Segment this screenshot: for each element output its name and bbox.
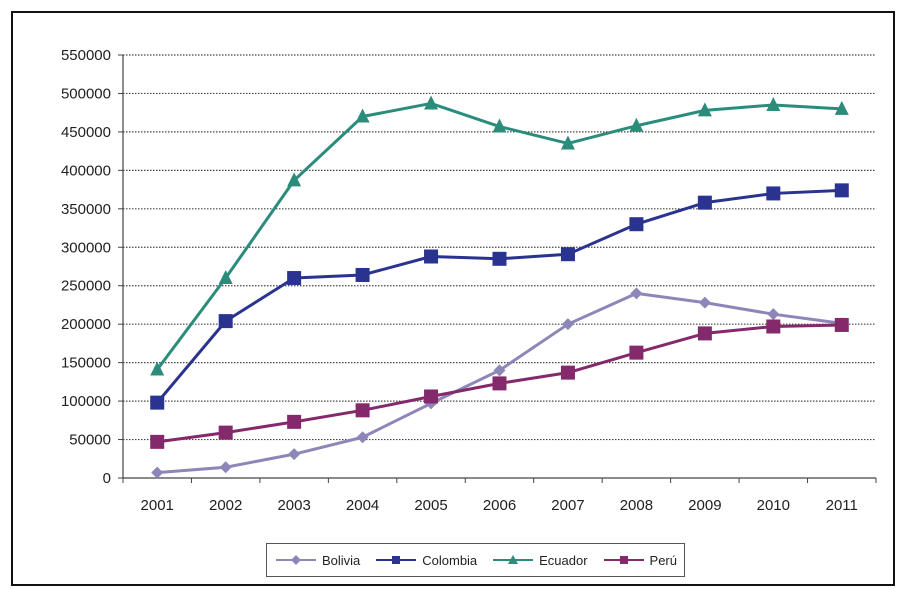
y-tick-label: 0 [103,470,111,487]
data-point-ecuador [560,135,575,150]
data-point-colombia [766,186,781,201]
data-point-per [287,414,302,429]
data-point-colombia [560,247,575,262]
y-tick-label: 200000 [61,316,111,333]
x-tick-label: 2002 [209,497,242,514]
data-point-bolivia [561,318,574,331]
legend-swatch-per [603,556,644,564]
data-point-per [834,317,849,332]
x-tick-label: 2003 [277,497,310,514]
data-point-per [424,389,439,404]
data-point-colombia [492,251,507,266]
data-point-per [355,403,370,418]
data-point-bolivia [356,431,369,444]
data-point-ecuador [834,100,849,115]
data-point-per [697,326,712,341]
y-tick-label: 450000 [61,124,111,141]
data-point-ecuador [287,172,302,187]
x-tick-label: 2007 [551,497,584,514]
legend-label-ecuador: Ecuador [539,552,588,568]
data-point-ecuador [492,118,507,133]
data-point-per [492,376,507,391]
data-point-bolivia [151,466,164,479]
data-point-per [629,345,644,360]
data-point-ecuador [424,95,439,110]
y-tick-label: 500000 [61,85,111,102]
data-point-ecuador [218,270,233,285]
data-point-colombia [218,314,233,329]
data-point-ecuador [150,361,165,376]
x-tick-label: 2006 [483,497,516,514]
data-point-bolivia [767,308,780,321]
data-point-colombia [287,271,302,286]
data-point-colombia [424,249,439,264]
data-point-colombia [834,183,849,198]
data-point-per [560,365,575,380]
legend-label-per: Perú [649,552,677,568]
y-tick-label: 250000 [61,278,111,295]
x-tick-label: 2009 [688,497,721,514]
data-point-colombia [355,267,370,282]
legend-swatch-colombia [376,556,417,564]
data-point-bolivia [219,461,232,474]
data-point-bolivia [630,287,643,300]
data-point-colombia [150,395,165,410]
y-tick-label: 350000 [61,201,111,218]
data-point-per [150,434,165,449]
data-point-ecuador [697,102,712,117]
data-point-colombia [697,195,712,210]
data-point-bolivia [698,296,711,309]
legend-item-bolivia: Bolivia [274,553,360,568]
legend-item-per: Perú [602,553,677,568]
data-point-bolivia [288,448,301,461]
data-point-ecuador [629,117,644,132]
data-point-bolivia [493,364,506,377]
legend-item-ecuador: Ecuador [491,552,588,568]
x-tick-label: 2011 [826,497,858,514]
legend-label-colombia: Colombia [422,552,478,568]
data-point-ecuador [766,96,781,111]
y-tick-label: 550000 [61,47,111,64]
legend-swatch-ecuador [493,555,534,564]
x-tick-label: 2005 [414,497,447,514]
y-tick-label: 50000 [69,432,111,449]
y-tick-label: 150000 [61,355,111,372]
data-point-per [218,425,233,440]
x-tick-label: 2010 [757,497,790,514]
x-tick-label: 2001 [141,497,174,514]
y-tick-label: 400000 [61,162,111,179]
data-point-ecuador [355,108,370,123]
legend-swatch-bolivia [275,555,316,565]
data-point-per [766,319,781,334]
y-tick-label: 100000 [61,393,111,410]
legend-label-bolivia: Bolivia [321,552,361,568]
x-tick-label: 2004 [346,497,379,514]
y-tick-label: 300000 [61,239,111,256]
data-point-colombia [629,217,644,232]
legend-item-colombia: Colombia [374,553,477,568]
chart-legend: Bolivia Colombia Ecuador Perú [266,543,685,577]
x-tick-label: 2008 [620,497,653,514]
